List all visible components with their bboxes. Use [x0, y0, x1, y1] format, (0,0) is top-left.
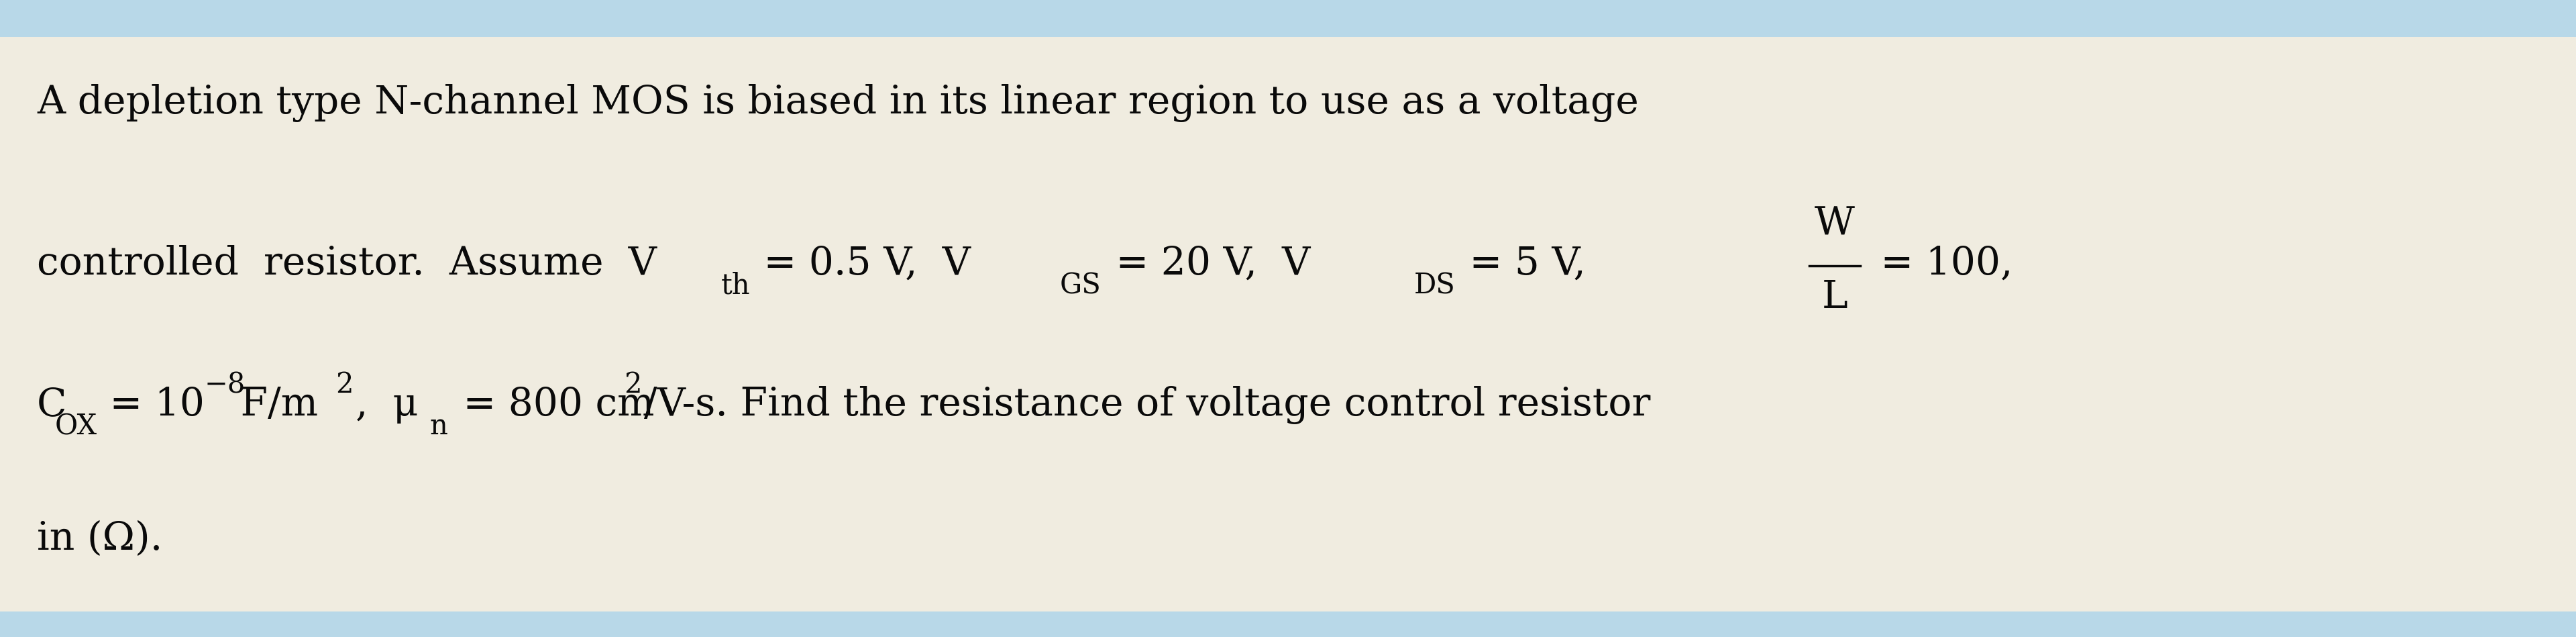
Text: DS: DS — [1414, 271, 1455, 299]
Text: 2: 2 — [623, 371, 641, 399]
Text: F/m: F/m — [229, 386, 317, 424]
Bar — [0, 612, 2576, 637]
Text: = 5 V,: = 5 V, — [1458, 245, 1587, 283]
Text: ,  μ: , μ — [355, 386, 417, 424]
Text: C: C — [36, 386, 67, 424]
Text: = 100,: = 100, — [1868, 245, 2012, 283]
Text: L: L — [1821, 278, 1847, 316]
Text: = 800 cm: = 800 cm — [451, 386, 654, 424]
Text: W: W — [1814, 204, 1855, 242]
Text: n: n — [430, 412, 448, 440]
Text: /V-s. Find the resistance of voltage control resistor: /V-s. Find the resistance of voltage con… — [644, 386, 1651, 424]
Text: −8: −8 — [204, 371, 245, 399]
Text: 2: 2 — [335, 371, 353, 399]
Text: = 20 V,  V: = 20 V, V — [1103, 245, 1311, 283]
Text: OX: OX — [54, 412, 98, 440]
Text: = 0.5 V,  V: = 0.5 V, V — [752, 245, 971, 283]
Text: in (Ω).: in (Ω). — [36, 520, 162, 558]
Text: = 10: = 10 — [98, 386, 204, 424]
Bar — [0, 0, 2576, 37]
Text: th: th — [721, 271, 750, 299]
Text: GS: GS — [1059, 271, 1103, 299]
Text: A depletion type N-channel MOS is biased in its linear region to use as a voltag: A depletion type N-channel MOS is biased… — [36, 84, 1638, 122]
Text: controlled  resistor.  Assume  V: controlled resistor. Assume V — [36, 245, 657, 283]
